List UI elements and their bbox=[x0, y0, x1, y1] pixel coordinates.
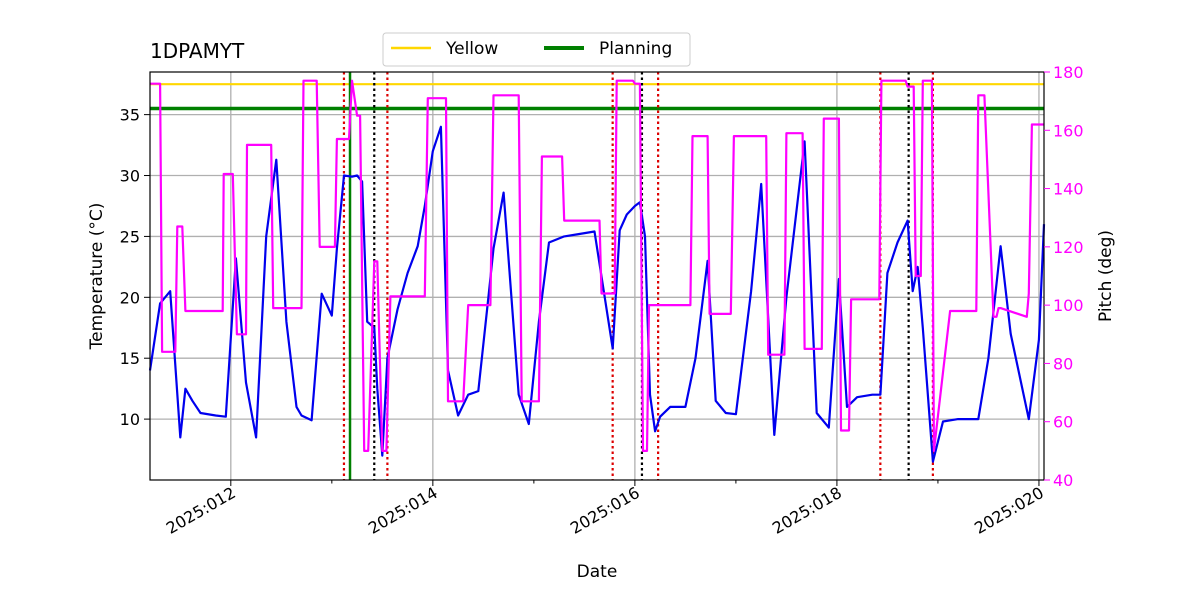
y-right-tick-label: 40 bbox=[1053, 471, 1073, 490]
series-pitch-line bbox=[150, 79, 1044, 452]
legend-label-planning: Planning bbox=[599, 39, 672, 59]
y-right-tick-label: 100 bbox=[1053, 296, 1084, 315]
chart-title: 1DPAMYT bbox=[150, 39, 245, 63]
y-left-tick-label: 15 bbox=[120, 349, 140, 368]
x-axis-label: Date bbox=[577, 562, 618, 582]
x-axis: 2025:012 2025:014 2025:016 2025:018 2025:020 bbox=[163, 480, 1047, 538]
x-tick-label: 2025:012 bbox=[163, 483, 239, 538]
plot-frame bbox=[149, 71, 1045, 481]
x-tick-label: 2025:014 bbox=[365, 483, 441, 538]
y-left-tick-label: 30 bbox=[120, 167, 140, 186]
x-tick-label: 2025:018 bbox=[769, 483, 845, 538]
y-right-tick-label: 120 bbox=[1053, 238, 1084, 257]
y-axis-right-label: Pitch (deg) bbox=[1096, 230, 1116, 322]
y-right-tick-label: 60 bbox=[1053, 413, 1073, 432]
y-left-tick-label: 25 bbox=[120, 227, 140, 246]
x-tick-label: 2025:020 bbox=[971, 483, 1047, 538]
y-left-tick-label: 10 bbox=[120, 410, 140, 429]
y-right-tick-label: 180 bbox=[1053, 63, 1084, 82]
y-axis-right: 40 60 80 100 120 140 160 180 bbox=[1044, 63, 1084, 490]
y-left-tick-label: 20 bbox=[120, 288, 140, 307]
limit-lines bbox=[150, 83, 1044, 111]
x-tick-label: 2025:016 bbox=[567, 483, 643, 538]
y-right-tick-label: 160 bbox=[1053, 121, 1084, 140]
y-right-tick-label: 80 bbox=[1053, 354, 1073, 373]
y-right-tick-label: 140 bbox=[1053, 180, 1084, 199]
y-left-tick-label: 35 bbox=[120, 106, 140, 125]
legend-box bbox=[382, 32, 691, 67]
legend-label-yellow: Yellow bbox=[445, 39, 498, 59]
y-axis-left-label: Temperature (°C) bbox=[87, 203, 107, 351]
series-temperature-line bbox=[148, 125, 1046, 463]
legend: Yellow Planning bbox=[382, 32, 691, 67]
grid bbox=[150, 72, 1044, 480]
data-series bbox=[148, 79, 1046, 463]
y-axis-left: 10 15 20 25 30 35 bbox=[120, 106, 150, 429]
